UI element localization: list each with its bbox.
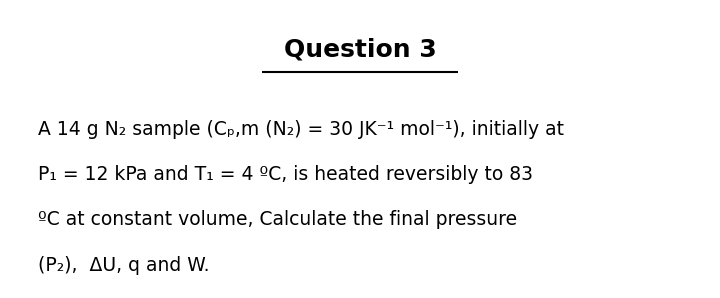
Text: Question 3: Question 3: [284, 38, 436, 62]
Text: A 14 g N₂ sample (Cₚ,m (N₂) = 30 JK⁻¹ mol⁻¹), initially at: A 14 g N₂ sample (Cₚ,m (N₂) = 30 JK⁻¹ mo…: [38, 120, 564, 139]
Text: ºC at constant volume, Calculate the final pressure: ºC at constant volume, Calculate the fin…: [38, 210, 518, 229]
Text: P₁ = 12 kPa and T₁ = 4 ºC, is heated reversibly to 83: P₁ = 12 kPa and T₁ = 4 ºC, is heated rev…: [38, 165, 534, 184]
Text: (P₂),  ΔU, q and W.: (P₂), ΔU, q and W.: [38, 256, 210, 275]
